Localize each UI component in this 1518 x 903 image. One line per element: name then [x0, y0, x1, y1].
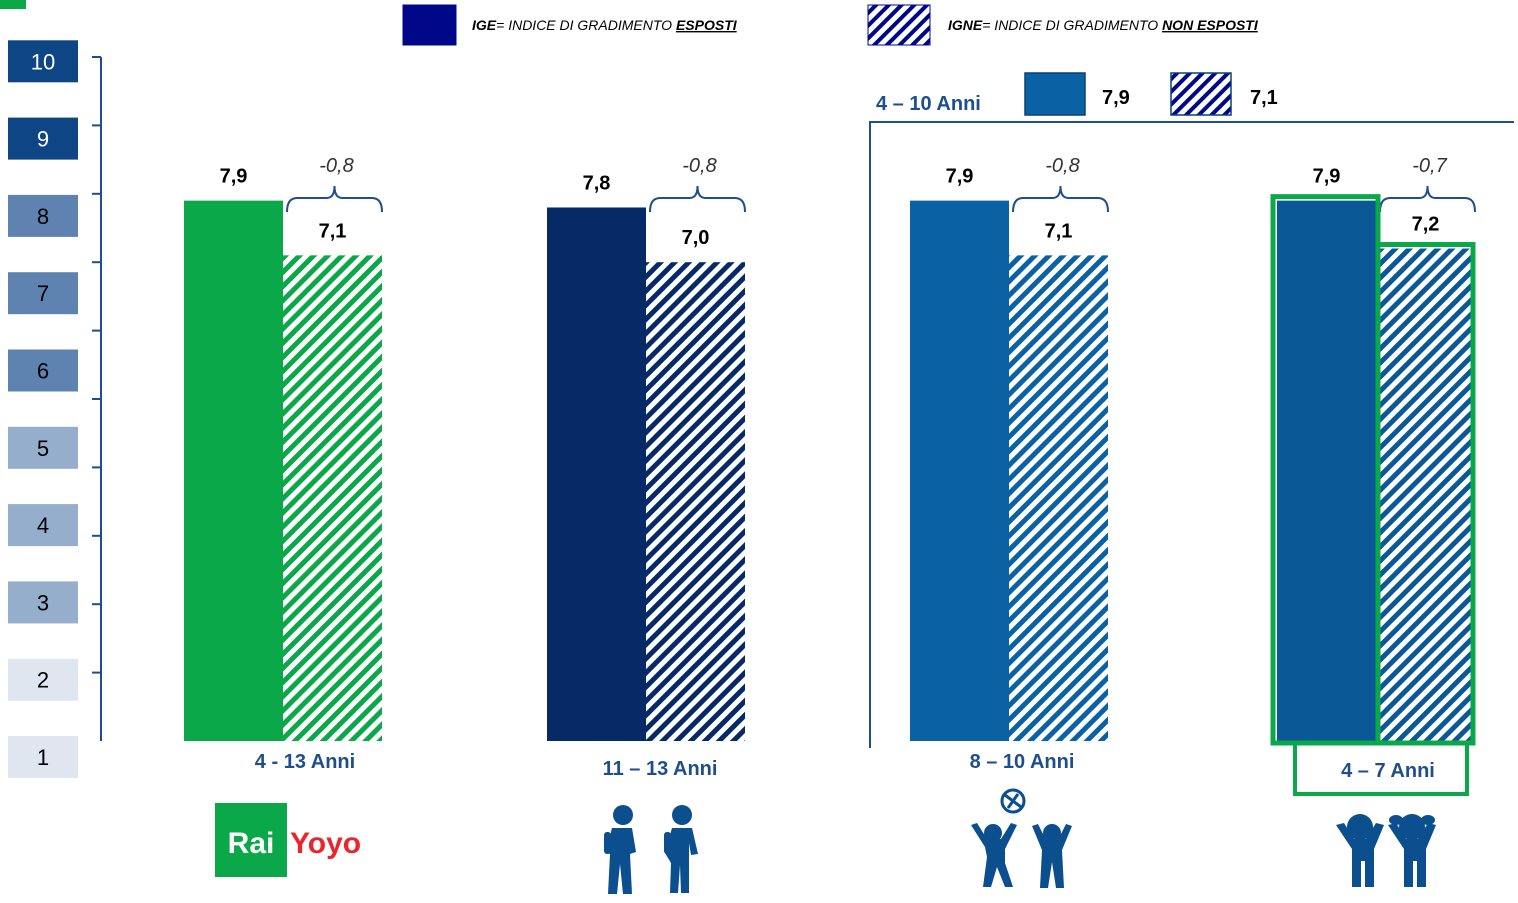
- scale-label-3: 3: [37, 590, 49, 615]
- category-label-4: 4 – 7 Anni: [1341, 760, 1435, 782]
- difference-bracket-3: [1012, 185, 1109, 213]
- kids-playing-ball-icon: [971, 788, 1072, 888]
- rating-scale: 1 2 3 4 5 6 7 8 9 10: [8, 40, 78, 778]
- highlight-label-frame: [1293, 741, 1469, 796]
- legend-igne-swatch: [867, 4, 931, 46]
- value-label-igne-4: 7,2: [1412, 214, 1440, 236]
- difference-bracket-4: [1379, 185, 1476, 213]
- subgroup-ige-value: 7,9: [1102, 87, 1130, 109]
- scale-box-5: [8, 426, 78, 469]
- scale-box-1: [8, 736, 78, 778]
- bar-ige-2: [547, 207, 646, 742]
- difference-label-2: -0,8: [682, 155, 716, 177]
- value-label-igne-2: 7,0: [682, 227, 710, 249]
- subgroup-summary: 4 – 10 Anni 7,9 7,1: [869, 72, 1514, 748]
- category-label-3: 8 – 10 Anni: [970, 751, 1075, 773]
- scale-box-10: [8, 40, 78, 83]
- value-label-igne-3: 7,1: [1045, 220, 1073, 242]
- scale-box-4: [8, 504, 78, 547]
- difference-bracket-2: [649, 185, 746, 213]
- bar-ige-1: [184, 200, 283, 741]
- value-label-igne-1: 7,1: [319, 220, 347, 242]
- subgroup-igne-swatch: [1170, 72, 1232, 116]
- value-label-ige-2: 7,8: [583, 172, 611, 194]
- subgroup-ige-swatch: [1024, 72, 1086, 116]
- bar-igne-1: [283, 255, 382, 742]
- bar-ige-4: [1277, 200, 1376, 741]
- y-axis: [92, 56, 102, 741]
- bars: 7,9 7,1 -0,8 4 - 13 Anni 7,8 7,0 -0,8 11 – 13 A…: [184, 155, 1476, 796]
- bar-igne-3: [1009, 255, 1108, 742]
- value-label-ige-4: 7,9: [1313, 166, 1341, 188]
- scale-label-7: 7: [37, 281, 49, 306]
- scale-label-2: 2: [37, 668, 49, 693]
- scale-label-8: 8: [37, 204, 49, 229]
- value-label-ige-3: 7,9: [946, 166, 974, 188]
- difference-label-3: -0,8: [1045, 155, 1079, 177]
- subgroup-bracket: [869, 121, 1514, 748]
- category-label-2: 11 – 13 Anni: [603, 758, 718, 780]
- scale-label-6: 6: [37, 359, 49, 384]
- scale-box-8: [8, 194, 78, 237]
- legend-igne-text: IGNE= INDICE DI GRADIMENTO NON ESPOSTI: [948, 17, 1259, 33]
- difference-bracket-1: [286, 185, 383, 213]
- difference-label-4: -0,7: [1412, 155, 1447, 177]
- logo-rai-text: Rai: [228, 827, 275, 860]
- subgroup-label: 4 – 10 Anni: [876, 93, 981, 115]
- logo-yoyo-text: Yoyo: [290, 827, 361, 860]
- subgroup-igne-value: 7,1: [1250, 87, 1278, 109]
- legend-ige-text: IGE= INDICE DI GRADIMENTO ESPOSTI: [472, 17, 738, 33]
- scale-label-10: 10: [31, 49, 55, 74]
- teen-students-icon: [604, 805, 698, 894]
- scale-box-6: [8, 349, 78, 392]
- scale-box-7: [8, 272, 78, 315]
- young-children-icon: [1336, 814, 1436, 887]
- rai-yoyo-logo: Rai Yoyo: [215, 803, 361, 877]
- corner-accent: [0, 0, 26, 9]
- bar-igne-4: [1376, 248, 1475, 741]
- category-label-1: 4 - 13 Anni: [255, 751, 355, 773]
- scale-label-4: 4: [37, 513, 49, 538]
- scale-box-3: [8, 581, 78, 624]
- value-label-ige-1: 7,9: [220, 166, 248, 188]
- bar-igne-2: [646, 262, 745, 741]
- scale-box-9: [8, 117, 78, 160]
- bar-ige-3: [910, 200, 1009, 741]
- difference-label-1: -0,8: [319, 155, 353, 177]
- scale-label-1: 1: [37, 745, 49, 770]
- legend-ige-swatch: [402, 4, 457, 46]
- scale-box-2: [8, 658, 78, 701]
- legend: IGE= INDICE DI GRADIMENTO ESPOSTI IGNE= …: [402, 4, 1259, 46]
- scale-label-5: 5: [37, 436, 49, 461]
- scale-label-9: 9: [37, 127, 49, 152]
